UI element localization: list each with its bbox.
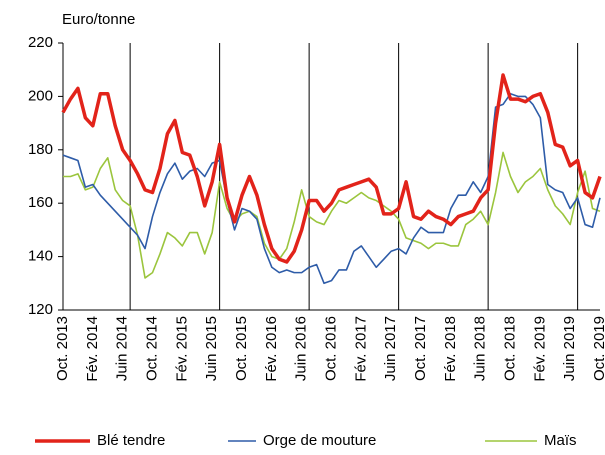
y-tick-label: 120 xyxy=(28,301,53,318)
x-tick-label: Juin 2014 xyxy=(114,316,131,381)
series-line xyxy=(61,73,602,264)
x-tick-label: Oct. 2014 xyxy=(143,316,160,381)
x-tick-label: Juin 2016 xyxy=(293,316,310,381)
x-tick-label: Fév. 2019 xyxy=(531,316,548,382)
y-tick-label: 160 xyxy=(28,194,53,211)
x-tick-label: Oct. 2019 xyxy=(591,316,605,381)
x-tick-label: Juin 2015 xyxy=(203,316,220,381)
y-tick-label: 180 xyxy=(28,141,53,158)
y-axis-label: Euro/tonne xyxy=(62,11,135,28)
series-line xyxy=(63,151,601,279)
x-tick-label: Fév. 2014 xyxy=(84,316,101,382)
y-tick-label: 220 xyxy=(28,34,53,51)
x-tick-label: Oct. 2017 xyxy=(412,316,429,381)
x-tick-label: Fév. 2017 xyxy=(352,316,369,382)
x-tick-label: Fév. 2016 xyxy=(263,316,280,382)
x-tick-label: Juin 2017 xyxy=(382,316,399,381)
x-tick-label: Juin 2018 xyxy=(472,316,489,381)
x-tick-label: Fév. 2018 xyxy=(442,316,459,382)
x-tick-label: Juin 2019 xyxy=(561,316,578,381)
legend-label: Maïs xyxy=(544,432,577,449)
x-tick-label: Fév. 2015 xyxy=(173,316,190,382)
x-tick-label: Oct. 2018 xyxy=(501,316,518,381)
legend-label: Orge de mouture xyxy=(263,432,376,449)
y-tick-label: 140 xyxy=(28,248,53,265)
x-tick-label: Oct. 2015 xyxy=(233,316,250,381)
legend-label: Blé tendre xyxy=(97,432,165,449)
x-tick-label: Oct. 2016 xyxy=(322,316,339,381)
x-tick-label: Oct. 2013 xyxy=(54,316,71,381)
y-tick-label: 200 xyxy=(28,87,53,104)
